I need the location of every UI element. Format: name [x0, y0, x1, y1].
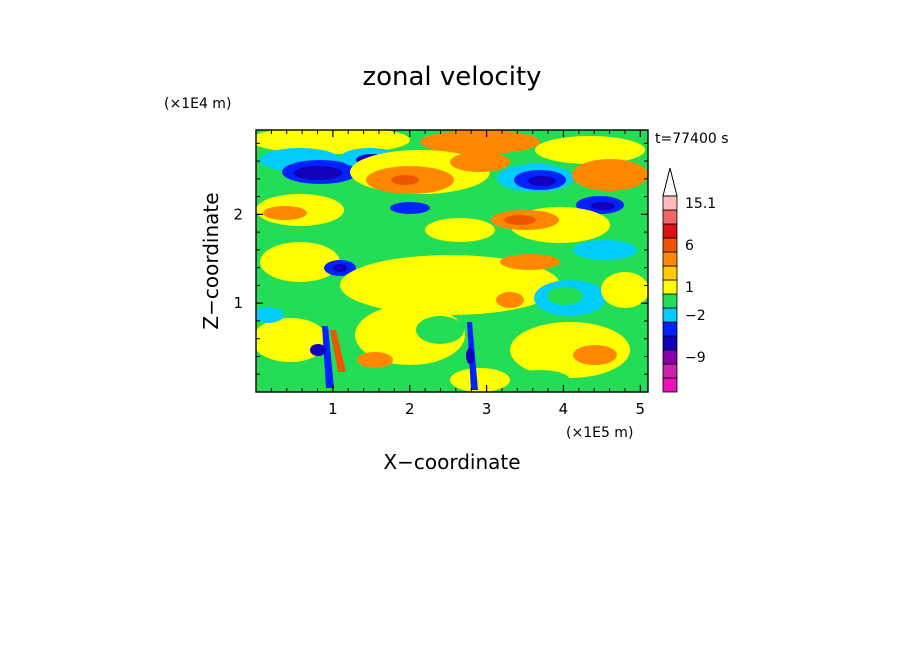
- time-label: t=77400 s: [655, 131, 729, 147]
- x-tick-label: 3: [482, 400, 492, 418]
- colorbar-extension-triangle: [662, 167, 678, 197]
- band-green-lower-center: [416, 316, 464, 344]
- band-green-right-lobe: [547, 287, 583, 305]
- jet-left-navy: [310, 344, 326, 356]
- band-yellow-left: [260, 242, 340, 282]
- y-unit-label: (×1E4 m): [164, 96, 231, 112]
- band-blue-mid: [390, 202, 430, 214]
- x-axis-label: X−coordinate: [383, 450, 520, 474]
- colorbar-bin: [662, 307, 678, 323]
- x-tick-label: 1: [328, 400, 338, 418]
- heatmap-field: [256, 130, 648, 392]
- x-unit-label: (×1E5 m): [566, 425, 633, 441]
- colorbar-bin: [662, 279, 678, 295]
- band-navy-upper-right: [528, 176, 556, 186]
- colorbar-bin: [662, 265, 678, 281]
- colorbar-bin: [662, 293, 678, 309]
- y-tick-label: 2: [233, 205, 243, 223]
- y-axis-label: Z−coordinate: [199, 192, 223, 329]
- band-navy-left-mid: [333, 264, 347, 272]
- colorbar-bin: [662, 237, 678, 253]
- y-tick-label: 1: [233, 294, 243, 312]
- jet-right-navy: [466, 348, 474, 364]
- band-yellow-lower-left: [256, 318, 328, 362]
- colorbar: 15.1 6 1 −2 −9: [662, 167, 716, 393]
- band-yellow-top2: [535, 136, 645, 164]
- colorbar-bin: [662, 195, 678, 211]
- contour-bands: [256, 130, 648, 392]
- colorbar-bin: [662, 223, 678, 239]
- y-axis: 12: [233, 142, 648, 375]
- band-orange-top: [420, 130, 540, 154]
- band-yellow-bottom: [450, 368, 510, 392]
- colorbar-bin: [662, 321, 678, 337]
- jet-left-red: [330, 330, 346, 372]
- colorbar-bin: [662, 349, 678, 365]
- band-green-bottom-right: [510, 370, 570, 390]
- band-orange-central: [500, 254, 560, 270]
- jet-left-blue: [322, 326, 334, 388]
- band-red-upper: [391, 175, 419, 185]
- x-tick-label: 2: [405, 400, 415, 418]
- band-yellow-top: [256, 130, 410, 154]
- x-axis: 1 2 3 4 5: [270, 130, 646, 418]
- band-orange-left-mid: [263, 206, 307, 220]
- colorbar-tick-label: 15.1: [685, 196, 716, 212]
- band-yellow-mid: [425, 218, 495, 242]
- band-navy-upper-left: [294, 166, 342, 180]
- x-tick-label: 4: [559, 400, 569, 418]
- chart-title: zonal velocity: [362, 62, 541, 92]
- band-orange-right-lobe: [496, 292, 524, 308]
- colorbar-bin: [662, 251, 678, 267]
- band-orange-lower-center: [357, 352, 393, 368]
- colorbar-bin: [662, 335, 678, 351]
- band-red-mid-right: [504, 215, 536, 225]
- colorbar-tick-label: 1: [685, 280, 694, 296]
- band-navy-right: [591, 202, 615, 210]
- band-cyan-mid-right: [573, 240, 637, 260]
- band-cyan-lower-left: [256, 307, 284, 323]
- colorbar-tick-label: 6: [685, 238, 694, 254]
- colorbar-tick-label: −9: [685, 350, 706, 366]
- colorbar-bin: [662, 377, 678, 393]
- band-orange-upper2: [450, 152, 510, 172]
- x-tick-label: 5: [636, 400, 646, 418]
- colorbar-bin: [662, 209, 678, 225]
- band-orange-lower-right: [573, 345, 617, 365]
- band-orange-right: [572, 159, 648, 191]
- colorbar-tick-label: −2: [685, 308, 706, 324]
- band-yellow-far-right: [601, 272, 648, 308]
- colorbar-bin: [662, 363, 678, 379]
- plot-frame: [255, 129, 649, 393]
